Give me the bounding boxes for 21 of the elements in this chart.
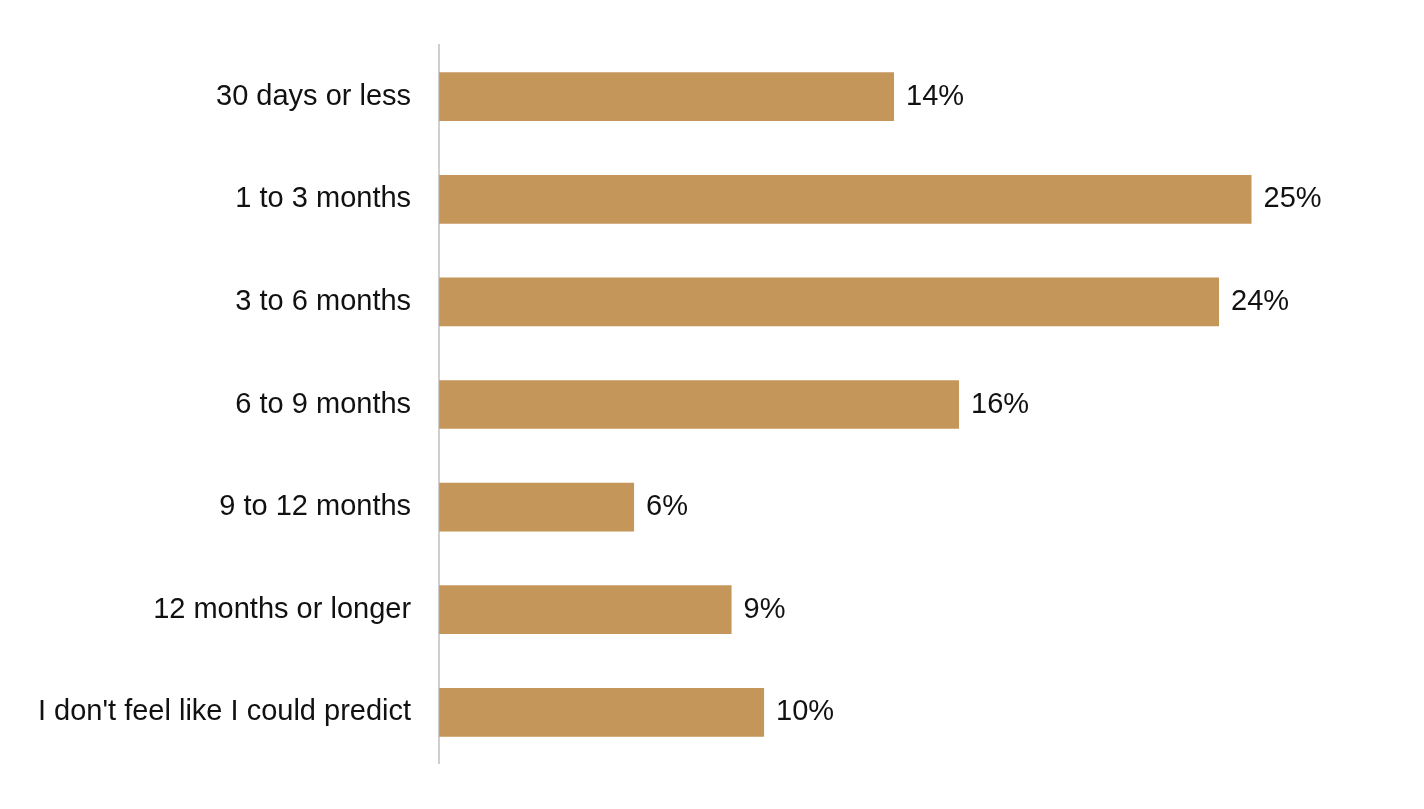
y-tick-label: 12 months or longer [153, 591, 412, 624]
bar [439, 380, 960, 429]
data-label: 24% [1231, 283, 1290, 316]
data-label: 14% [906, 78, 965, 111]
bar [439, 687, 765, 737]
data-label: 16% [971, 386, 1030, 419]
y-tick-label: 6 to 9 months [235, 386, 412, 419]
bar [439, 277, 1220, 327]
y-tick-label: 1 to 3 months [235, 181, 412, 214]
bar [439, 72, 895, 122]
data-label: 10% [776, 694, 835, 727]
bar [439, 174, 1252, 224]
y-tick-label: 30 days or less [216, 78, 412, 111]
bar [439, 482, 635, 532]
data-label: 6% [646, 489, 688, 522]
y-tick-label: I don't feel like I could predict [38, 694, 412, 727]
data-label: 9% [743, 591, 786, 624]
y-tick-label: 9 to 12 months [219, 489, 412, 522]
y-tick-label: 3 to 6 months [235, 283, 412, 316]
bar [439, 585, 732, 635]
data-label: 25% [1263, 181, 1322, 214]
